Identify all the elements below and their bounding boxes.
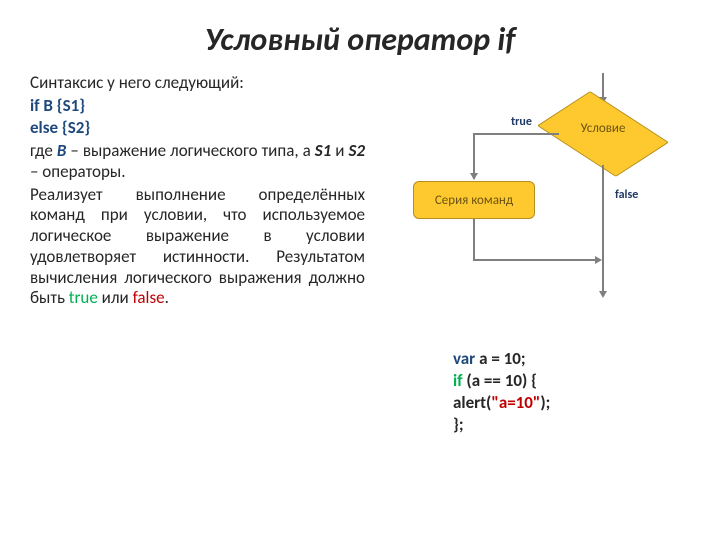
- syntax-intro: Синтаксис у него следующий:: [30, 73, 365, 94]
- syntax-else: else {S2}: [30, 118, 365, 139]
- right-column: Условие true Серия команд false var a = …: [383, 73, 690, 323]
- edge-false-v: [602, 165, 604, 295]
- code-line-4: };: [453, 414, 550, 436]
- edge-merge-h: [473, 259, 599, 261]
- edge-true-arrow-icon: [470, 173, 478, 180]
- flowchart: Условие true Серия команд false: [383, 73, 663, 323]
- content-area: Синтаксис у него следующий: if B {S1} el…: [0, 73, 720, 323]
- process-node: Серия команд: [413, 181, 535, 219]
- edge-merge-arrow-icon: [595, 256, 602, 264]
- left-column: Синтаксис у него следующий: if B {S1} el…: [30, 73, 365, 323]
- code-line-2: if (a == 10) {: [453, 370, 550, 392]
- true-label: true: [511, 115, 532, 129]
- edge-true-h: [473, 133, 559, 135]
- syntax-explain: Реализует выполнение определённых команд…: [30, 185, 365, 309]
- decision-label: Условие: [557, 121, 649, 136]
- code-line-3: alert("a=10");: [453, 392, 550, 414]
- code-line-1: var a = 10;: [453, 348, 550, 370]
- edge-false-arrow-icon: [599, 291, 607, 298]
- syntax-if: if B {S1}: [30, 96, 365, 117]
- syntax-where: где B – выражение логического типа, a S1…: [30, 141, 365, 182]
- code-sample: var a = 10; if (a == 10) { alert("a=10")…: [453, 348, 550, 436]
- page-title: Условный оператор if: [0, 0, 720, 73]
- false-label: false: [615, 188, 638, 202]
- edge-merge-v: [473, 219, 475, 259]
